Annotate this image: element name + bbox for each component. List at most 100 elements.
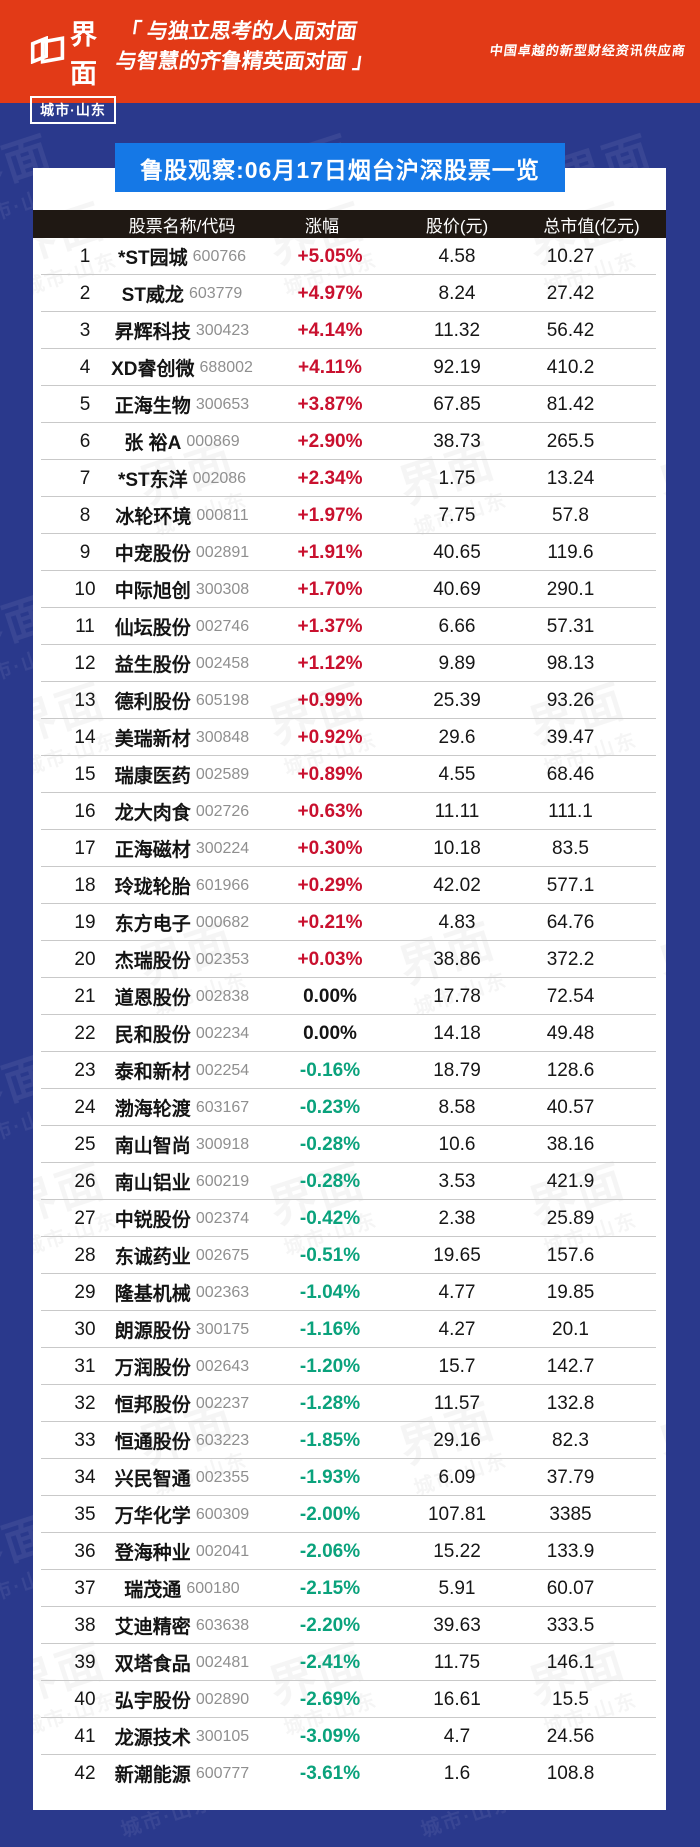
change-cell: -0.51% [299,1244,361,1266]
change-cell: -1.16% [299,1318,361,1340]
mcap-cell: 38.16 [546,1133,595,1155]
stock-code: 002234 [195,1024,250,1042]
stock-code: 300224 [195,839,250,857]
change-cell: +0.29% [297,874,363,896]
price-cell: 1.6 [443,1762,471,1784]
stock-name: 弘宇股份 [114,1691,191,1712]
stock-code: 002838 [195,987,250,1005]
mcap-cell: 142.7 [546,1355,595,1377]
mcap-cell: 49.48 [546,1022,595,1044]
change-cell: -0.42% [299,1207,361,1229]
name-cell: ST威龙 603779 [117,280,247,307]
rank-cell: 23 [74,1059,96,1081]
table-row: 11 仙坛股份 002746 +1.37% 6.66 57.31 [33,608,666,645]
stock-name: 民和股份 [114,1025,191,1046]
table-row: 25 南山智尚 300918 -0.28% 10.6 38.16 [33,1126,666,1163]
stock-code: 002726 [195,802,250,820]
table-row: 21 道恩股份 002838 0.00% 17.78 72.54 [33,978,666,1015]
change-cell: 0.00% [303,985,357,1007]
stock-code: 688002 [199,358,253,376]
change-cell: +2.34% [297,467,363,489]
stock-name: 龙大肉食 [114,803,191,824]
name-cell: 南山铝业 600219 [115,1168,249,1195]
name-cell: 渤海轮渡 603167 [115,1094,249,1121]
change-cell: -2.20% [299,1614,361,1636]
price-cell: 4.58 [438,245,476,267]
mcap-cell: 37.79 [546,1466,595,1488]
banner-title-bar: 鲁股观察:06月17日烟台沪深股票一览 [115,143,565,192]
stock-name: 正海生物 [114,396,191,417]
price-cell: 10.6 [438,1133,476,1155]
table-row: 12 益生股份 002458 +1.12% 9.89 98.13 [33,645,666,682]
tagline-line-2: 与智慧的齐鲁精英面对面 」 [114,50,376,73]
price-cell: 8.58 [438,1096,476,1118]
mcap-cell: 146.1 [546,1651,595,1673]
price-cell: 4.77 [438,1281,476,1303]
change-cell: -1.28% [299,1392,361,1414]
name-cell: 隆基机械 002363 [115,1279,249,1306]
stock-name: 张 裕A [124,433,182,454]
mcap-cell: 68.46 [546,763,595,785]
price-cell: 29.16 [433,1429,481,1451]
name-cell: 泰和新材 002254 [114,1057,249,1084]
mcap-cell: 83.5 [552,837,589,859]
stock-code: 002890 [195,1690,250,1708]
name-cell: 艾迪精密 603638 [114,1612,249,1639]
brand-name: 界面 [70,20,98,89]
table-row: 14 美瑞新材 300848 +0.92% 29.6 39.47 [33,719,666,756]
mcap-cell: 57.8 [552,504,589,526]
name-cell: 东诚药业 002675 [114,1242,249,1269]
name-cell: 弘宇股份 002890 [114,1686,250,1713]
price-cell: 5.91 [438,1577,476,1599]
table-row: 30 朗源股份 300175 -1.16% 4.27 20.1 [33,1311,666,1348]
name-cell: 瑞茂通 600180 [117,1575,247,1602]
name-cell: 玲珑轮胎 601966 [115,872,250,899]
price-cell: 9.89 [438,652,476,674]
stock-name: 新潮能源 [114,1765,191,1786]
mcap-cell: 577.1 [546,874,595,896]
stock-name: 泰和新材 [114,1062,191,1083]
price-cell: 4.7 [443,1725,471,1747]
stock-name: 东诚药业 [114,1247,191,1268]
price-cell: 40.65 [433,541,481,563]
stock-code: 002891 [195,543,250,561]
mcap-cell: 72.54 [546,985,595,1007]
stock-code: 002355 [195,1468,250,1486]
stock-code: 601966 [195,876,250,894]
mcap-cell: 13.24 [546,467,595,489]
table-row: 42 新潮能源 600777 -3.61% 1.6 108.8 [33,1755,666,1792]
stock-name: 中宠股份 [114,544,191,565]
price-cell: 11.75 [433,1651,481,1673]
stock-name: 杰瑞股份 [114,951,191,972]
table-row: 35 万华化学 600309 -2.00% 107.81 3385 [33,1496,666,1533]
stock-name: 艾迪精密 [114,1617,191,1638]
rank-cell: 25 [74,1133,96,1155]
price-cell: 25.39 [433,689,481,711]
stock-code: 002481 [195,1653,250,1671]
mcap-cell: 410.2 [546,356,595,378]
table-row: 13 德利股份 605198 +0.99% 25.39 93.26 [33,682,666,719]
change-cell: +0.21% [297,911,363,933]
table-row: 5 正海生物 300653 +3.87% 67.85 81.42 [33,386,666,423]
rank-cell: 7 [79,467,91,489]
stock-name: 德利股份 [114,692,191,713]
rank-cell: 8 [79,504,91,526]
stock-code: 603779 [188,284,243,302]
change-cell: -0.16% [299,1059,361,1081]
change-cell: +0.99% [297,689,363,711]
name-cell: 朗源股份 300175 [114,1316,249,1343]
price-cell: 40.69 [433,578,481,600]
stock-code: 002237 [195,1394,250,1412]
table-row: 15 瑞康医药 002589 +0.89% 4.55 68.46 [33,756,666,793]
change-cell: -1.04% [299,1281,361,1303]
table-row: 24 渤海轮渡 603167 -0.23% 8.58 40.57 [33,1089,666,1126]
mcap-cell: 27.42 [546,282,595,304]
stock-name: 朗源股份 [114,1321,191,1342]
mcap-cell: 39.47 [546,726,595,748]
header-price: 股价(元) [425,216,489,236]
price-cell: 16.61 [433,1688,481,1710]
mcap-cell: 111.1 [548,800,593,822]
price-cell: 92.19 [433,356,481,378]
stock-name: 万华化学 [114,1506,191,1527]
stock-code: 002746 [195,617,250,635]
